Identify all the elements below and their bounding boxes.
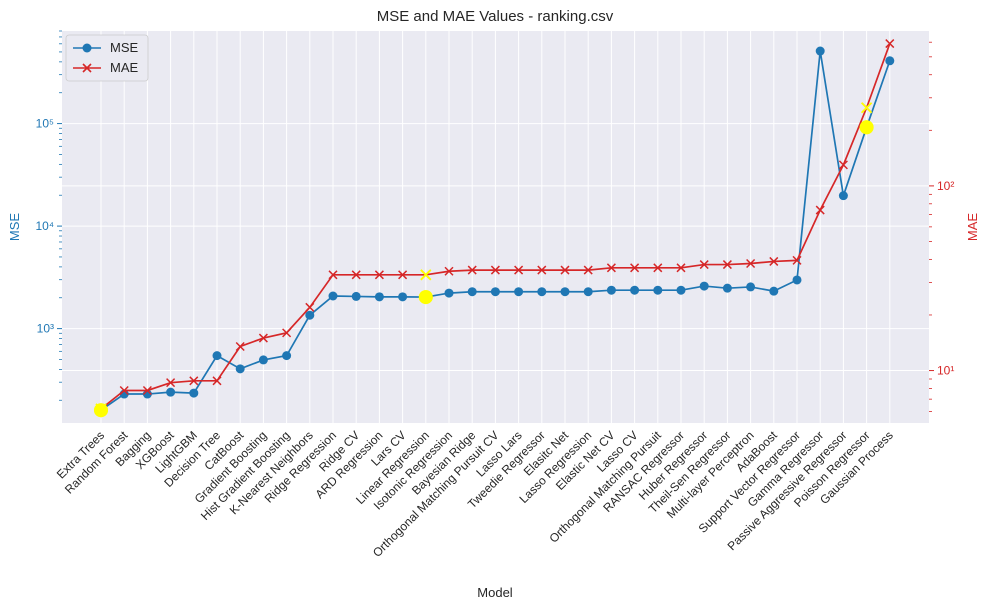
mae-highlight-marker	[420, 269, 432, 281]
mae-point	[258, 333, 268, 343]
legend: MSE MAE	[65, 34, 149, 82]
left-axis-ticks: 10³ 10⁴ 10⁵	[35, 30, 62, 401]
mse-point	[467, 287, 477, 297]
mae-point	[189, 376, 199, 386]
chart-title: MSE and MAE Values - ranking.csv	[377, 8, 614, 25]
mse-point	[282, 351, 292, 361]
left-tick-label: 10³	[37, 322, 54, 336]
left-tick-label: 10⁵	[36, 117, 54, 131]
mse-point	[490, 287, 500, 297]
mae-point	[699, 260, 709, 270]
legend-mse-label: MSE	[110, 40, 139, 55]
mse-point	[630, 285, 640, 295]
grid	[62, 31, 929, 423]
mae-point	[142, 385, 152, 396]
mae-point	[328, 270, 338, 280]
mse-point	[699, 281, 709, 291]
mae-point	[560, 265, 570, 275]
right-tick-label: 10¹	[937, 364, 954, 378]
mae-point	[398, 270, 408, 280]
mse-point	[305, 310, 315, 320]
mse-point	[537, 287, 547, 297]
mae-point	[722, 260, 732, 270]
x-axis-label: Model	[477, 585, 513, 600]
mse-point	[189, 388, 199, 398]
mae-point	[815, 205, 825, 215]
mae-point	[351, 270, 361, 280]
mae-point	[630, 263, 640, 273]
mse-highlight-marker	[94, 403, 108, 418]
mae-highlight-marker	[860, 102, 873, 114]
mse-point	[606, 285, 616, 295]
mse-point	[792, 275, 802, 285]
mae-point	[467, 265, 477, 275]
mae-point	[444, 266, 454, 276]
mae-point	[119, 385, 129, 396]
mae-point	[606, 263, 616, 273]
mae-point	[305, 302, 315, 312]
mae-point	[769, 256, 779, 266]
right-axis-ticks: 10¹ 10²	[929, 41, 954, 412]
mse-point	[374, 292, 384, 302]
legend-mae-label: MAE	[110, 60, 139, 75]
mae-point	[746, 258, 756, 269]
right-axis-label: MAE	[965, 213, 980, 242]
mae-point	[374, 270, 384, 280]
mae-point	[653, 263, 663, 273]
mse-point	[514, 287, 524, 297]
mse-point	[212, 351, 222, 361]
mse-point	[398, 292, 408, 302]
mse-point	[838, 191, 848, 201]
mse-point	[560, 287, 570, 297]
mae-highlight-marker	[95, 403, 107, 415]
mae-point	[282, 328, 292, 338]
mse-point	[328, 291, 338, 301]
mse-point	[769, 286, 779, 296]
mae-point	[676, 263, 686, 273]
legend-mae-marker	[82, 63, 92, 73]
mae-point	[838, 160, 848, 170]
mse-point	[351, 291, 361, 301]
mae-point	[166, 378, 176, 388]
legend-mse-marker	[82, 43, 92, 53]
mse-point	[653, 285, 663, 295]
mse-point	[676, 285, 686, 295]
mae-point	[583, 265, 593, 275]
mae-point	[537, 265, 547, 275]
mse-point	[722, 283, 732, 293]
mae-point	[792, 255, 802, 265]
left-axis-label: MSE	[7, 213, 22, 242]
mse-point	[166, 387, 176, 397]
mse-point	[258, 355, 268, 365]
mse-point	[746, 282, 756, 292]
mae-point	[885, 39, 895, 49]
series-layer	[94, 39, 895, 418]
mse-highlight-marker	[859, 120, 874, 135]
mse-point	[583, 287, 593, 297]
mae-point	[212, 376, 222, 386]
mae-point	[235, 341, 245, 352]
left-tick-label: 10⁴	[35, 219, 54, 233]
mse-point	[815, 46, 825, 56]
mse-point	[235, 364, 245, 374]
right-tick-label: 10²	[937, 179, 954, 193]
mse-point	[444, 288, 454, 298]
mse-highlight-marker	[418, 290, 433, 305]
mse-point	[885, 56, 895, 66]
mae-point	[514, 265, 524, 275]
mae-point	[490, 265, 500, 275]
